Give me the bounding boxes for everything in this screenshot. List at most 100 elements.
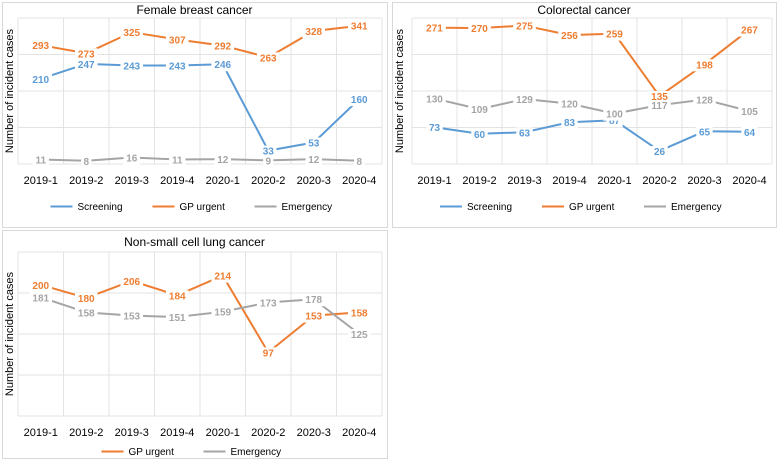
data-label-background <box>561 117 578 130</box>
x-tick-label: 2019-3 <box>507 175 541 187</box>
data-label: 151 <box>169 313 186 324</box>
data-label: 8 <box>83 157 89 168</box>
data-label: 173 <box>260 299 277 310</box>
data-label-background <box>120 310 144 323</box>
data-label: 11 <box>35 156 46 167</box>
data-label: 26 <box>654 147 666 158</box>
data-label: 270 <box>471 24 488 35</box>
data-label: 97 <box>263 348 275 359</box>
data-label: 153 <box>305 312 322 323</box>
data-label-background <box>263 155 274 168</box>
data-label: 247 <box>78 60 95 71</box>
data-label: 180 <box>78 294 95 305</box>
data-label: 65 <box>699 127 711 138</box>
data-label-background <box>603 28 626 41</box>
data-label-background <box>74 292 98 305</box>
data-label-background <box>29 279 53 292</box>
y-axis-label: Number of incident cases <box>394 28 406 153</box>
data-label-background <box>426 122 443 135</box>
data-label-background <box>165 34 189 47</box>
legend-label: Emergency <box>671 202 722 213</box>
data-label-background <box>347 329 371 341</box>
data-label-background <box>29 40 53 53</box>
data-label: 246 <box>214 60 231 71</box>
data-label-background <box>260 145 277 158</box>
x-tick-label: 2020-4 <box>732 175 766 187</box>
chart-panel-2: Colorectal cancer Number of incident case… <box>392 2 777 228</box>
data-label: 263 <box>260 53 277 64</box>
data-label: 87 <box>609 116 621 127</box>
data-label-background <box>651 145 668 158</box>
data-label-background <box>74 48 98 61</box>
data-label-background <box>305 137 322 150</box>
legend-label: GP urgent <box>569 202 615 213</box>
data-label: 259 <box>606 30 623 41</box>
data-label-background <box>211 306 235 319</box>
x-tick-label: 2020-4 <box>342 427 376 439</box>
x-tick-label: 2020-2 <box>251 175 285 187</box>
x-tick-label: 2020-3 <box>687 175 721 187</box>
x-tick-label: 2019-4 <box>160 427 194 439</box>
legend-label: GP urgent <box>180 202 226 213</box>
data-label-background <box>211 40 235 53</box>
data-label-background <box>305 154 322 167</box>
data-label-background <box>696 126 713 139</box>
data-label-background <box>123 152 140 165</box>
data-label: 325 <box>123 28 140 39</box>
data-label: 184 <box>169 291 186 302</box>
x-tick-label: 2020-4 <box>342 175 376 187</box>
legend-label: Emergency <box>282 202 333 213</box>
legend-label: GP urgent <box>129 447 175 458</box>
data-label: 158 <box>78 308 95 319</box>
data-label: 130 <box>426 95 443 106</box>
data-label-background <box>347 94 371 107</box>
chart-title: Female breast cancer <box>136 3 252 17</box>
data-label-background <box>468 23 491 36</box>
data-label-background <box>558 98 581 111</box>
data-label-background <box>211 59 235 72</box>
x-tick-label: 2019-1 <box>24 175 58 187</box>
chart-frame <box>392 2 777 228</box>
x-tick-label: 2019-2 <box>69 175 103 187</box>
data-label: 53 <box>308 139 320 150</box>
x-tick-label: 2020-3 <box>297 175 331 187</box>
data-label: 100 <box>606 110 623 121</box>
data-label-background <box>74 307 98 320</box>
data-label: 200 <box>32 281 49 292</box>
data-label: 16 <box>126 154 138 165</box>
data-label: 9 <box>265 156 271 167</box>
x-tick-label: 2020-3 <box>297 427 331 439</box>
data-label-background <box>603 108 626 121</box>
data-label: 341 <box>351 22 368 33</box>
chart-panel-3: Non-small cell lung cancer Number of inci… <box>2 230 388 459</box>
data-label: 292 <box>214 42 231 53</box>
data-label: 181 <box>32 293 49 304</box>
x-tick-label: 2019-3 <box>115 427 149 439</box>
y-axis-label: Number of incident cases <box>4 28 16 153</box>
data-label-background <box>738 106 761 119</box>
x-tick-label: 2019-3 <box>115 175 149 187</box>
data-label: 12 <box>217 155 229 166</box>
data-label: 63 <box>519 128 531 139</box>
data-label: 256 <box>561 31 578 42</box>
x-tick-label: 2020-2 <box>642 175 676 187</box>
data-label: 73 <box>429 123 441 134</box>
data-label-background <box>468 104 491 117</box>
data-label-background <box>214 154 231 167</box>
data-label-background <box>165 60 189 73</box>
data-label: 117 <box>651 101 668 112</box>
chart-frame <box>2 230 388 459</box>
x-tick-label: 2019-1 <box>24 427 58 439</box>
x-tick-label: 2020-2 <box>251 427 285 439</box>
x-tick-label: 2019-1 <box>417 175 451 187</box>
data-label: 206 <box>123 277 140 288</box>
data-label: 178 <box>305 295 322 306</box>
data-label-background <box>29 73 53 86</box>
x-tick-label: 2020-1 <box>206 175 240 187</box>
chart-panel-1: Female breast cancer Number of incident c… <box>2 2 388 228</box>
data-label-background <box>354 155 365 168</box>
data-label: 293 <box>32 41 49 52</box>
data-label-background <box>513 20 536 33</box>
data-label-background <box>423 22 446 35</box>
data-label-background <box>256 52 280 65</box>
